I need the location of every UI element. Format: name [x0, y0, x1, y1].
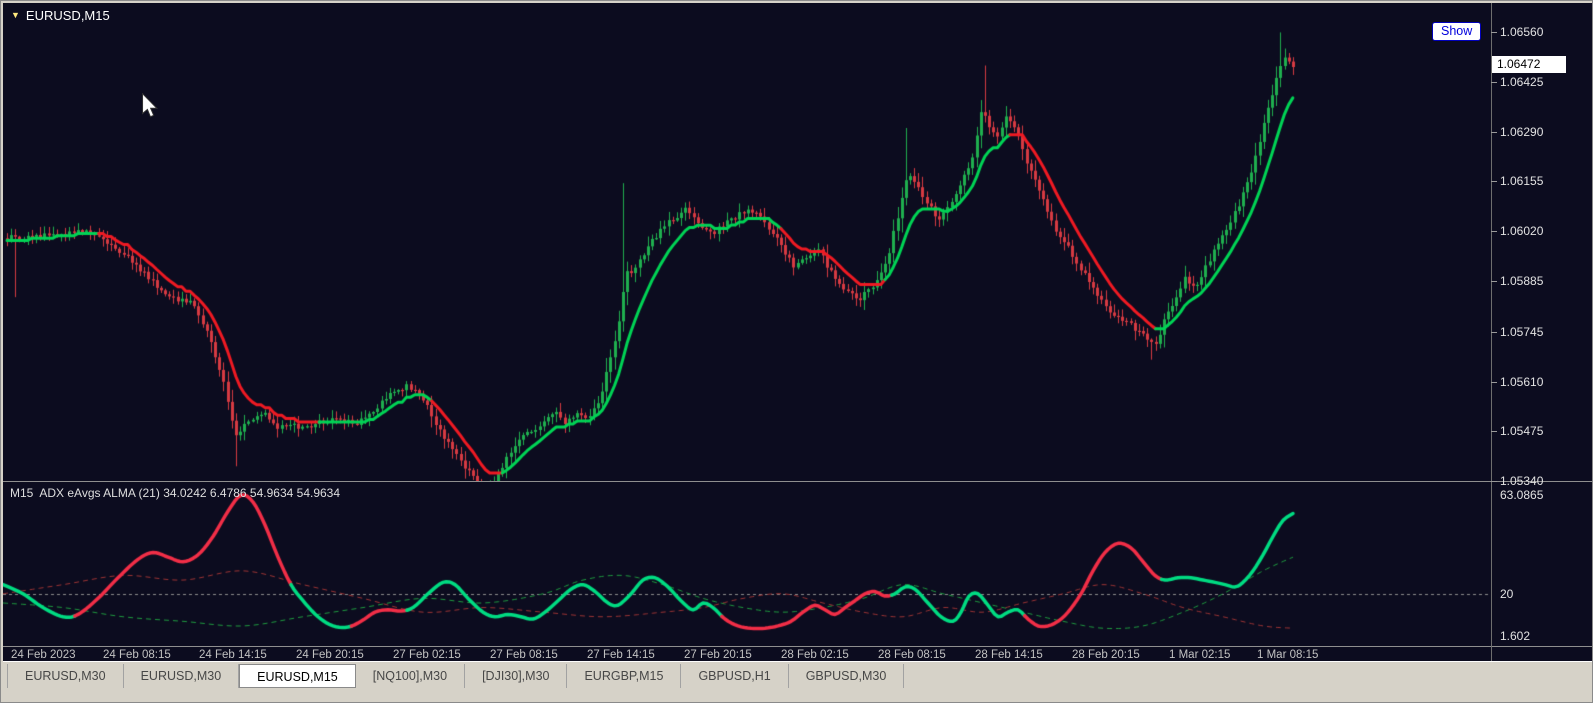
indicator-canvas[interactable]: [3, 482, 1491, 646]
price-tickmark: [1491, 332, 1497, 333]
symbol-text: EURUSD,M15: [25, 8, 110, 23]
time-label: 28 Feb 20:15: [1072, 649, 1140, 661]
time-label: 27 Feb 14:15: [587, 649, 655, 661]
price-tick-label: 1.06155: [1500, 174, 1544, 189]
price-tick-label: 1.06560: [1500, 25, 1544, 40]
price-tickmark: [1491, 181, 1497, 182]
symbol-marker-icon: ▼: [11, 10, 20, 20]
price-tickmark: [1491, 481, 1497, 482]
price-tick-label: 1.05745: [1500, 325, 1544, 340]
chart-tab-gbpusd-h1[interactable]: GBPUSD,H1: [681, 664, 789, 688]
price-tick-label: 1.06425: [1500, 75, 1544, 90]
time-label: 28 Feb 08:15: [878, 649, 946, 661]
main-chart-canvas[interactable]: [3, 3, 1491, 481]
time-label: 27 Feb 20:15: [684, 649, 752, 661]
chart-tab-eurgbp-m15[interactable]: EURGBP,M15: [567, 664, 682, 688]
time-axis[interactable]: 24 Feb 2023 24 Feb 08:15 24 Feb 14:15 24 Fe…: [3, 648, 1491, 663]
price-tick-label: 1.05885: [1500, 273, 1544, 288]
chart-tab-gbpusd-m30[interactable]: GBPUSD,M30: [789, 664, 905, 688]
chart-symbol-label: ▼ EURUSD,M15: [11, 8, 110, 23]
price-tickmark: [1491, 231, 1497, 232]
chart-tab-eurusd-m15[interactable]: EURUSD,M15: [239, 664, 356, 688]
price-axis-separator: [1491, 3, 1492, 663]
time-label: 24 Feb 08:15: [103, 649, 171, 661]
time-label: 28 Feb 02:15: [781, 649, 849, 661]
price-tick-label: 1.05340: [1500, 474, 1544, 488]
time-label: 27 Feb 08:15: [490, 649, 558, 661]
time-label: 27 Feb 02:15: [393, 649, 461, 661]
current-price-box: 1.06472: [1492, 56, 1566, 74]
time-label: 1 Mar 02:15: [1169, 649, 1231, 661]
time-label: 1 Mar 08:15: [1257, 649, 1319, 661]
price-tick-label: 1.05610: [1500, 374, 1544, 389]
indicator-tick-label: 1.602: [1500, 629, 1531, 643]
chart-tab-bar: EURUSD,M30 EURUSD,M30 EURUSD,M15 [NQ100],M3…: [3, 661, 1592, 700]
chart-tab--dji30-m30[interactable]: [DJI30],M30: [465, 664, 568, 688]
indicator-label: M15 ADX eAvgs ALMA (21) 34.0242 6.4786 5…: [10, 486, 341, 500]
panel-resize-separator[interactable]: [3, 481, 1592, 482]
price-tickmark: [1491, 281, 1497, 282]
chart-panel: ▼ EURUSD,M15 Show 1.06560 1.06425 1.06290 1…: [3, 3, 1592, 663]
chart-tab-eurusd-m30[interactable]: EURUSD,M30: [124, 664, 240, 688]
price-axis[interactable]: 1.06560 1.06425 1.06290 1.06155 1.06020 1.058…: [3, 3, 1592, 488]
chart-tab--nq100-m30[interactable]: [NQ100],M30: [356, 664, 466, 688]
price-tick-label: 1.05475: [1500, 424, 1544, 439]
time-label: 24 Feb 14:15: [199, 649, 267, 661]
time-axis-separator: [3, 646, 1592, 647]
price-tickmark: [1491, 132, 1497, 133]
indicator-axis[interactable]: 63.0865 20 1.602: [3, 3, 1592, 663]
price-tick-label: 1.06290: [1500, 124, 1544, 139]
mouse-cursor: [142, 93, 158, 118]
show-button[interactable]: Show: [1432, 22, 1482, 41]
indicator-tick-label: 20: [1500, 586, 1514, 601]
time-label: 28 Feb 14:15: [975, 649, 1043, 661]
indicator-tick-label: 63.0865: [1500, 488, 1544, 502]
price-tickmark: [1491, 382, 1497, 383]
time-label: 24 Feb 20:15: [296, 649, 364, 661]
time-label: 24 Feb 2023: [11, 649, 76, 661]
price-tick-label: 1.06020: [1500, 223, 1544, 238]
price-tickmark: [1491, 32, 1497, 33]
chart-tab-eurusd-m30[interactable]: EURUSD,M30: [7, 664, 124, 688]
price-tickmark: [1491, 82, 1497, 83]
price-tickmark: [1491, 431, 1497, 432]
